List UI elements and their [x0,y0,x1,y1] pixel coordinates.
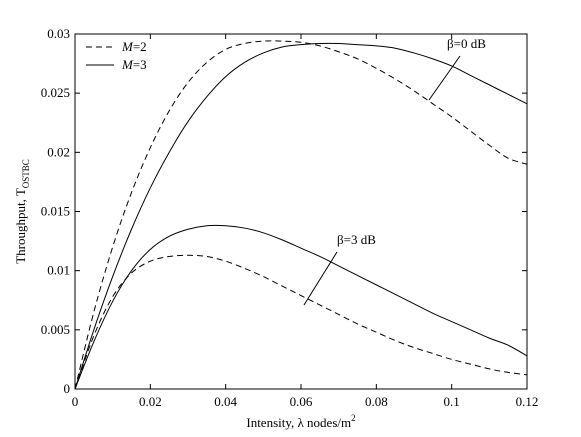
annotation-label-1: β=0 dB [447,36,486,51]
curves-layer [74,40,528,390]
annotation-pointer-2 [303,251,338,306]
x-tick-label: 0.06 [290,394,313,409]
x-tick-label: 0.02 [139,394,162,409]
series-line-1 [74,40,528,390]
y-tick-label: 0.015 [41,204,70,219]
series-line-3 [74,254,528,390]
ticks-layer: 0 0.02 0.04 0.06 0.08 0.1 0.12 0 0.005 0.01 0.015 0… [41,26,539,409]
y-tick-label: 0.025 [41,85,70,100]
annotation-label-2: β=3 dB [337,232,376,247]
legend: M=2M=3 [86,39,147,72]
legend-label-2: M=3 [121,57,147,72]
y-axis-title: Throughput, TOSTBC [13,159,31,264]
plot-frame [74,33,528,390]
x-axis-title: Intensity, λ nodes/m2 [246,413,355,430]
y-tick-label: 0.03 [47,26,70,41]
legend-label-1: M=2 [121,39,147,54]
series-line-2 [74,42,528,390]
x-tick-label: 0.12 [516,394,539,409]
y-tick-label: 0.02 [47,144,70,159]
y-tick-label: 0.005 [41,322,70,337]
x-tick-label: 0 [72,394,79,409]
x-axis-title-sup: 2 [351,413,356,423]
y-tick-label: 0 [64,381,71,396]
x-tick-label: 0.04 [214,394,237,409]
annotation-pointer-1 [428,55,461,101]
y-axis-title-sub: OSTBC [21,159,31,188]
x-tick-label: 0.1 [444,394,460,409]
x-axis-title-text: Intensity, λ nodes/m [246,415,351,430]
x-tick-label: 0.08 [365,394,388,409]
series-line-4 [74,224,528,390]
annotations-layer: β=0 dB β=3 dB [303,36,486,306]
y-axis-title-text: Throughput, T [13,188,28,264]
y-tick-label: 0.01 [47,263,70,278]
